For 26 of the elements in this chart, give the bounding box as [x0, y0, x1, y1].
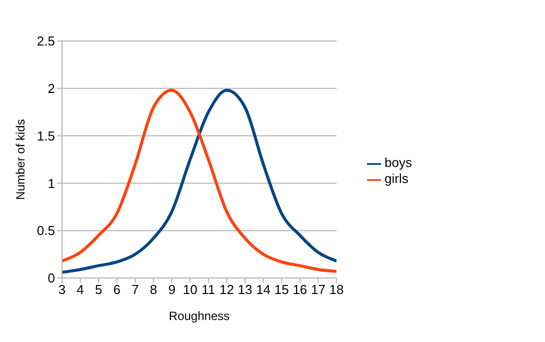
x-tick-label: 8: [150, 282, 158, 298]
y-tick-label: 2.5: [36, 34, 55, 49]
y-axis-title: Number of kids: [13, 119, 28, 200]
y-tick-label: 1: [48, 176, 55, 191]
x-tick-label: 16: [292, 282, 308, 298]
x-tick-label: 10: [182, 282, 198, 298]
y-tick-label: 0.5: [36, 223, 55, 238]
y-tick-label: 2: [48, 81, 55, 96]
x-tick-label: 13: [238, 282, 252, 298]
x-tick-label: 7: [132, 282, 139, 298]
y-tick-label: 0: [48, 270, 55, 286]
x-tick-label: 18: [329, 282, 344, 298]
x-tick-label: 17: [310, 282, 326, 298]
x-tick-label: 6: [113, 282, 121, 298]
x-tick-label: 14: [256, 282, 271, 298]
x-tick-label: 3: [58, 282, 66, 298]
x-tick-label: 4: [76, 282, 84, 298]
x-tick-label: 15: [274, 282, 289, 298]
legend-label: girls: [384, 171, 408, 186]
x-tick-label: 11: [202, 282, 216, 298]
legend-label: boys: [384, 155, 412, 170]
x-tick-label: 12: [219, 282, 234, 298]
x-tick-label: 9: [168, 282, 176, 298]
y-tick-label: 1.5: [36, 128, 55, 144]
x-tick-label: 5: [94, 282, 102, 298]
x-axis-title: Roughness: [168, 309, 230, 323]
